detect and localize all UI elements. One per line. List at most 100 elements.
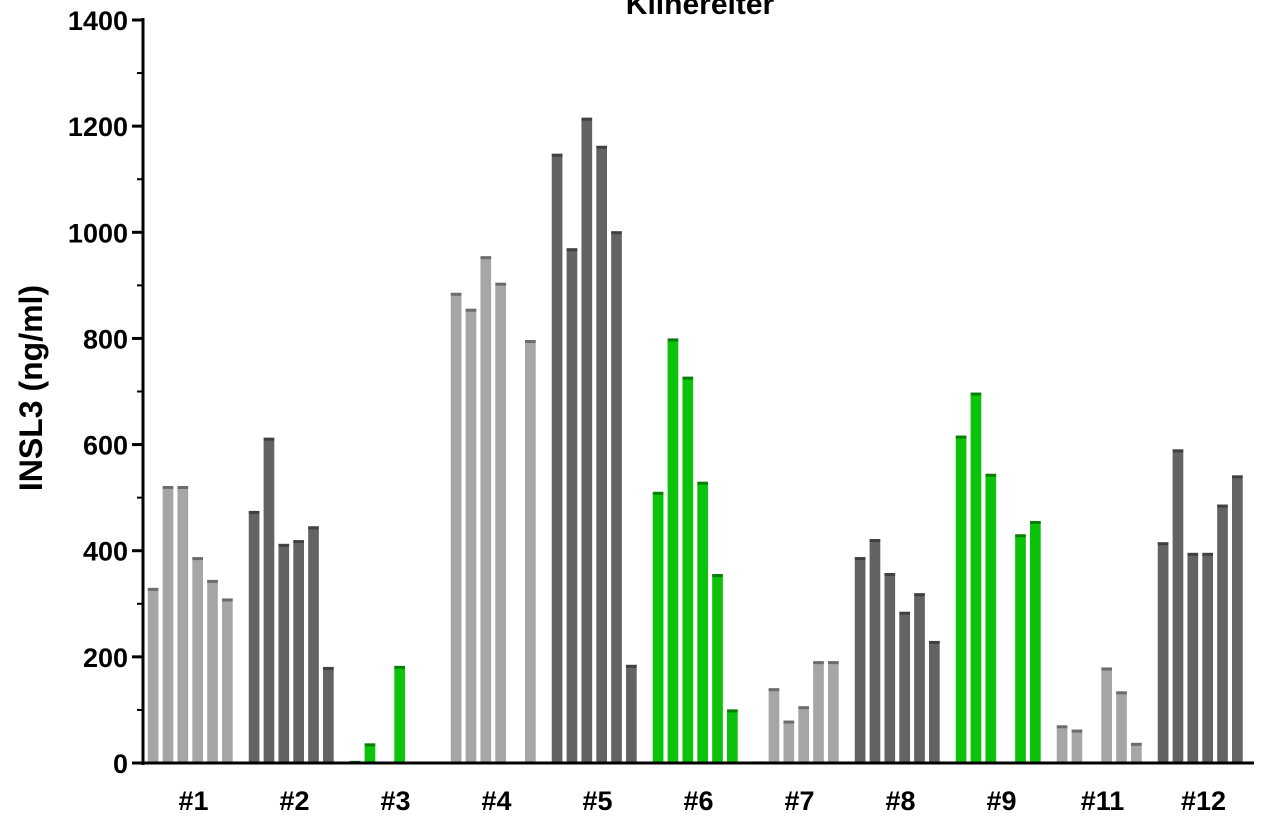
bar-cap [1101,667,1112,671]
bar-n2-5 [308,526,319,763]
bar-cap [1217,504,1228,508]
bar-cap [768,688,780,692]
bar-cap [248,510,260,514]
bar-n4-2 [465,308,477,763]
bar-n1-6 [222,598,233,763]
bar-n5-5 [611,231,622,764]
x-tick-label: #7 [784,786,814,816]
chart-title: Klinereiter [626,0,775,21]
bar-cap [1015,534,1026,538]
bar-n2-4 [293,540,304,763]
y-tick-label: 600 [83,431,128,461]
bar-n6-1 [652,491,664,763]
bar-n6-3 [682,376,694,763]
bar-n11-5 [1116,691,1127,763]
bar-cap [450,292,462,296]
bar-cap [899,611,910,615]
bar-n8-3 [884,573,896,763]
x-tick-label: #1 [178,786,208,816]
bar-n5-3 [581,117,593,763]
bar-cap [1116,691,1127,695]
bar-n12-4 [1202,552,1213,763]
bar-n12-3 [1187,552,1199,763]
bar-cap [682,376,694,380]
bar-cap [1071,729,1083,733]
bar-n6-6 [727,709,738,763]
bar-cap [798,706,809,710]
bar-n2-6 [323,666,334,763]
x-tick-label: #4 [481,786,511,816]
bar-cap [914,593,925,597]
x-tick-label: #2 [279,786,309,816]
bar-cap [783,720,795,724]
bar-n9-2 [970,392,982,763]
bar-n12-5 [1217,504,1228,763]
bar-n12-1 [1157,542,1169,763]
bar-cap [581,117,593,121]
bar-n8-4 [899,611,910,763]
bar-n9-6 [1030,520,1041,763]
bar-n1-2 [162,485,174,763]
bar-n6-2 [667,338,679,763]
bar-cap [1030,520,1041,524]
bar-cap [697,481,708,485]
bar-cap [162,485,174,489]
bar-cap [465,308,477,312]
bar-cap [480,256,492,260]
bar-cap [308,526,319,530]
bar-n8-5 [914,593,925,763]
bar-n4-3 [480,256,492,763]
bar-n6-4 [697,481,708,763]
x-tick-label: #11 [1081,786,1125,816]
bar-n12-2 [1172,449,1184,763]
bar-cap [1131,742,1142,746]
bar-cap [611,231,622,235]
bar-cap [222,598,233,602]
bar-n11-1 [1056,725,1068,763]
bar-cap [596,145,607,149]
y-tick-label: 800 [83,324,128,354]
bar-n12-6 [1232,475,1243,763]
bars-layer [147,117,1243,765]
bar-cap [970,392,982,396]
x-tick-label: #12 [1181,786,1226,816]
bar-n7-2 [768,688,780,763]
bar-cap [192,557,203,561]
bar-cap [1157,542,1169,546]
bar-n9-3 [985,473,997,763]
bar-n5-4 [596,145,607,763]
bar-cap [667,338,679,342]
bar-n5-2 [566,248,578,763]
bar-n2-3 [278,543,290,763]
bar-cap [207,579,218,583]
bar-cap [1202,552,1213,556]
bar-n11-4 [1101,667,1112,763]
bar-n1-3 [177,485,189,763]
y-tick-label: 1200 [68,112,128,142]
bar-n11-2 [1071,729,1083,763]
bar-cap [147,587,159,591]
bar-cap [955,435,967,439]
bar-n1-4 [192,557,203,763]
bar-n2-1 [248,510,260,763]
bar-n4-4 [495,282,506,763]
bar-n5-6 [626,664,637,763]
bar-n11-6 [1131,742,1142,763]
y-tick-label: 0 [113,749,128,779]
x-tick-label: #6 [683,786,713,816]
bar-cap [985,473,997,477]
y-axis-label: INSL3 (ng/ml) [13,285,49,491]
bar-n6-5 [712,574,723,763]
y-tick-label: 200 [83,643,128,673]
bar-n9-1 [955,435,967,763]
bar-cap [278,543,290,547]
bar-n8-6 [929,640,940,763]
bar-n9-5 [1015,534,1026,763]
bar-cap [1172,449,1184,453]
bar-cap [1187,552,1199,556]
bar-n3-4 [394,665,405,763]
bar-cap [854,557,866,561]
bar-n7-3 [783,720,795,763]
bar-cap [495,282,506,286]
bar-cap [712,574,723,578]
